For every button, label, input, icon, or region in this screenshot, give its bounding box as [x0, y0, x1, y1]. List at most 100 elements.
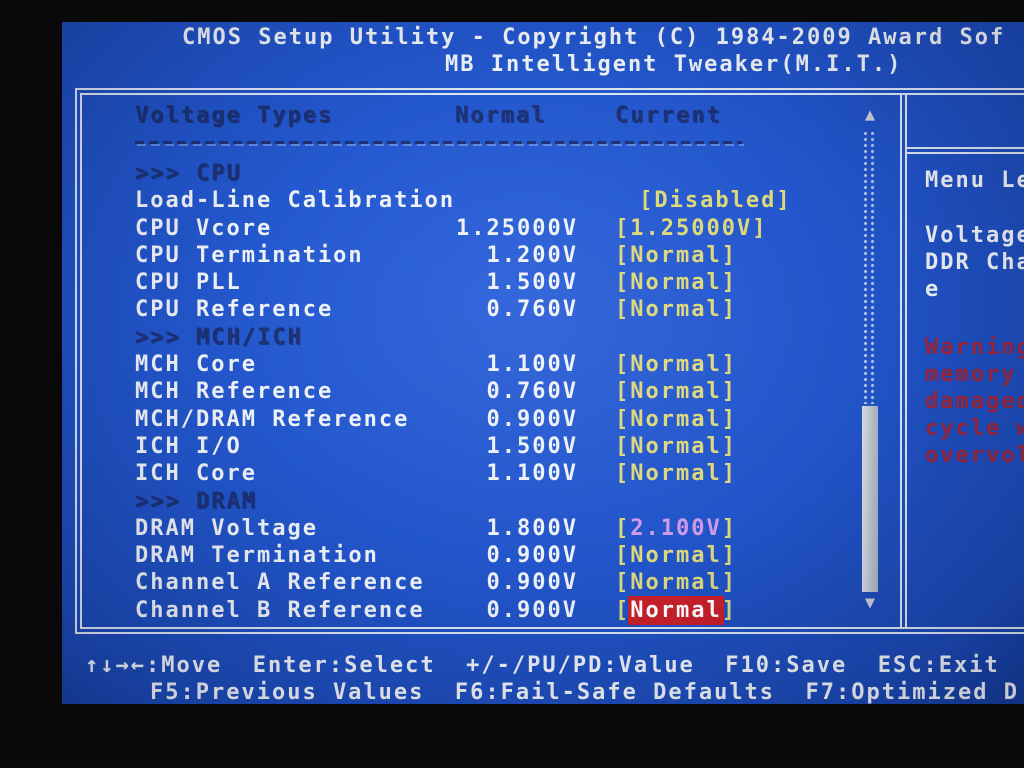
row-normal-value: 1.500V — [486, 433, 578, 459]
bracket: ] — [721, 597, 737, 623]
row-current-value[interactable]: [Normal] — [615, 351, 737, 378]
help-text-line: Voltage — [925, 223, 1024, 248]
warning-text-line: memory — [925, 362, 1017, 387]
bracket: ] — [721, 543, 737, 569]
current-value-text: 1.25000V — [630, 215, 753, 241]
bracket: ] — [721, 352, 737, 378]
row-normal-value: 1.200V — [486, 242, 578, 268]
menu-level-label: Menu Le — [925, 168, 1024, 193]
table-row[interactable]: CPU Vcore 1.25000V [1.25000V] — [82, 215, 852, 242]
help-panel-divider — [907, 147, 1024, 154]
bracket: [ — [615, 352, 631, 378]
row-normal-value: 0.900V — [486, 597, 578, 623]
help-text-line: DDR Cha — [925, 250, 1024, 275]
table-row[interactable]: MCH Reference 0.760V [Normal] — [82, 378, 852, 405]
current-value-text: Normal — [630, 406, 722, 432]
table-row[interactable]: MCH/DRAM Reference 0.900V [Normal] — [82, 406, 852, 433]
scrollbar-track[interactable] — [863, 131, 877, 404]
row-normal-value: 0.900V — [486, 406, 578, 432]
table-row[interactable]: DRAM Voltage 1.800V [2.100V] — [82, 515, 852, 542]
bracket: ] — [721, 406, 737, 432]
bracket: ] — [721, 515, 737, 541]
row-current-value[interactable]: [2.100V] — [615, 515, 737, 542]
row-normal-value: 0.900V — [486, 570, 578, 596]
current-value-text: Disabled — [654, 188, 777, 214]
row-normal-value: 1.100V — [486, 461, 578, 487]
row-label: CPU Termination — [135, 242, 364, 268]
bracket: ] — [721, 570, 737, 596]
bracket: [ — [639, 188, 655, 214]
row-current-value[interactable]: [Normal] — [615, 569, 737, 596]
bracket: ] — [721, 270, 737, 296]
row-label: Channel A Reference — [135, 570, 425, 596]
row-label: DRAM Termination — [135, 543, 379, 569]
section-label: >>> DRAM — [135, 488, 257, 514]
table-row[interactable]: ICH I/O 1.500V [Normal] — [82, 433, 852, 460]
header-separator — [135, 141, 744, 146]
row-current-value[interactable]: [Normal] — [615, 597, 737, 624]
settings-panel: Voltage Types Normal Current >>> CPU Load… — [75, 88, 1024, 634]
help-text-line: e — [925, 277, 941, 302]
table-row[interactable]: Channel A Reference 0.900V [Normal] — [82, 569, 852, 596]
row-current-value[interactable]: [Normal] — [615, 296, 737, 323]
scroll-up-icon[interactable]: ▲ — [864, 105, 876, 125]
row-normal-value: 1.800V — [486, 515, 578, 541]
row-current-value[interactable]: [Normal] — [615, 406, 737, 433]
table-row[interactable]: DRAM Termination 0.900V [Normal] — [82, 542, 852, 569]
row-label: CPU Vcore — [135, 215, 273, 241]
row-normal-value: 1.500V — [486, 270, 578, 296]
current-value-text: Normal — [630, 433, 722, 459]
bracket: ] — [721, 461, 737, 487]
row-label: MCH Core — [135, 352, 257, 378]
row-current-value[interactable]: [Disabled] — [639, 187, 791, 214]
row-current-value[interactable]: [Normal] — [615, 242, 737, 269]
table-row[interactable]: CPU Reference 0.760V [Normal] — [82, 296, 852, 323]
voltage-rows: >>> CPU Load-Line Calibration [Disabled] CP… — [82, 160, 852, 624]
section-header-row: >>> DRAM — [82, 488, 852, 515]
current-value-text: Normal — [630, 270, 722, 296]
bracket: [ — [615, 379, 631, 405]
column-header-voltage-types: Voltage Types — [135, 103, 334, 128]
table-row[interactable]: Load-Line Calibration [Disabled] — [82, 187, 852, 214]
row-current-value[interactable]: [Normal] — [615, 433, 737, 460]
section-label: >>> CPU — [135, 161, 242, 186]
table-row[interactable]: Channel B Reference 0.900V [Normal] — [82, 597, 852, 624]
row-current-value[interactable]: [Normal] — [615, 542, 737, 569]
panel-divider — [900, 95, 907, 627]
row-normal-value: 0.760V — [486, 297, 578, 323]
bracket: [ — [615, 570, 631, 596]
row-normal-value — [455, 187, 602, 214]
section-header-row: >>> CPU — [82, 160, 852, 187]
table-row[interactable]: ICH Core 1.100V [Normal] — [82, 460, 852, 487]
row-label: CPU PLL — [135, 270, 242, 296]
bracket: [ — [615, 270, 631, 296]
row-current-value[interactable]: [Normal] — [615, 378, 737, 405]
row-normal-value: 0.760V — [486, 379, 578, 405]
warning-text-line: cycle w — [925, 416, 1024, 441]
bracket: ] — [721, 242, 737, 268]
current-value-text: Normal — [630, 461, 722, 487]
bracket: ] — [721, 433, 737, 459]
scroll-down-icon[interactable]: ▼ — [864, 593, 876, 613]
row-label: ICH I/O — [135, 433, 242, 459]
bracket: ] — [721, 379, 737, 405]
bracket: ] — [752, 215, 768, 241]
row-current-value[interactable]: [1.25000V] — [615, 215, 767, 242]
row-label: Load-Line Calibration — [135, 188, 456, 214]
section-header-row: >>> MCH/ICH — [82, 324, 852, 351]
current-value-text: Normal — [630, 297, 722, 323]
warning-text-line: overvol — [925, 443, 1024, 468]
table-row[interactable]: CPU PLL 1.500V [Normal] — [82, 269, 852, 296]
bios-screen: CMOS Setup Utility - Copyright (C) 1984-… — [62, 22, 1024, 704]
row-normal-value: 0.900V — [486, 543, 578, 569]
bracket: [ — [615, 543, 631, 569]
table-row[interactable]: MCH Core 1.100V [Normal] — [82, 351, 852, 378]
bracket: [ — [615, 515, 631, 541]
scrollbar-thumb[interactable] — [862, 406, 878, 592]
row-current-value[interactable]: [Normal] — [615, 460, 737, 487]
row-current-value[interactable]: [Normal] — [615, 269, 737, 296]
table-row[interactable]: CPU Termination 1.200V [Normal] — [82, 242, 852, 269]
page-title: MB Intelligent Tweaker(M.I.T.) — [445, 52, 903, 77]
current-value-text: Normal — [630, 597, 722, 623]
current-value-text: Normal — [630, 242, 722, 268]
